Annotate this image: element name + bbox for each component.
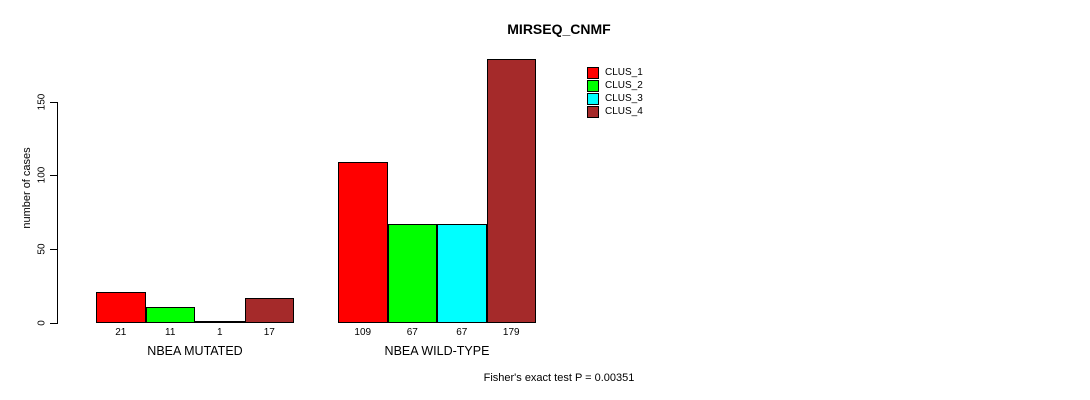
bar-value-label: 11 [165,327,176,338]
y-axis-label: number of cases [21,147,33,229]
legend-label: CLUS_3 [605,93,643,104]
legend-swatch-clus-4 [587,105,599,118]
bar-clus_2-2 [387,224,437,323]
bar-value-label: 21 [115,327,127,338]
category-label: NBEA WILD-TYPE [384,344,490,358]
legend: CLUS_1 CLUS_2 CLUS_3 CLUS_4 [587,66,643,118]
legend-swatch-clus-1 [587,66,599,79]
y-axis-tick [50,175,57,177]
fisher-test-annotation: Fisher's exact test P = 0.00351 [483,372,635,384]
legend-swatch-clus-2 [587,79,599,92]
bar-value-label: 109 [354,327,372,338]
bar-value-label: 17 [263,327,275,338]
bar-value-label: 179 [502,327,520,338]
y-axis-tick-label: 100 [36,166,48,184]
legend-item: CLUS_1 [587,66,643,79]
y-axis-tick [50,101,57,103]
bar-clus_1-1 [96,291,146,323]
bar-clus_4-1 [244,297,294,323]
legend-item: CLUS_2 [587,79,643,92]
bar-value-label: 67 [406,327,418,338]
legend-label: CLUS_1 [605,67,643,78]
chart-title: MIRSEQ_CNMF [507,21,611,37]
bar-clus_2-1 [145,306,195,323]
legend-swatch-clus-3 [587,92,599,105]
legend-label: CLUS_4 [605,106,643,117]
y-axis-tick-label: 150 [36,93,48,110]
y-axis-tick [50,249,57,251]
y-axis-tick-label: 0 [36,320,48,326]
y-axis-line [57,101,58,324]
bar-clus_3-1 [195,321,245,323]
y-axis-tick [50,323,57,324]
bar-value-label: 67 [456,327,468,338]
bar-clus_4-2 [486,58,536,323]
bar-clus_3-2 [437,224,487,323]
bar-value-label: 1 [216,327,223,338]
legend-item: CLUS_4 [587,105,643,118]
y-axis-tick-label: 50 [36,243,48,255]
category-label: NBEA MUTATED [147,344,243,358]
legend-label: CLUS_2 [605,80,643,91]
legend-item: CLUS_3 [587,92,643,105]
bar-clus_1-2 [338,162,388,323]
